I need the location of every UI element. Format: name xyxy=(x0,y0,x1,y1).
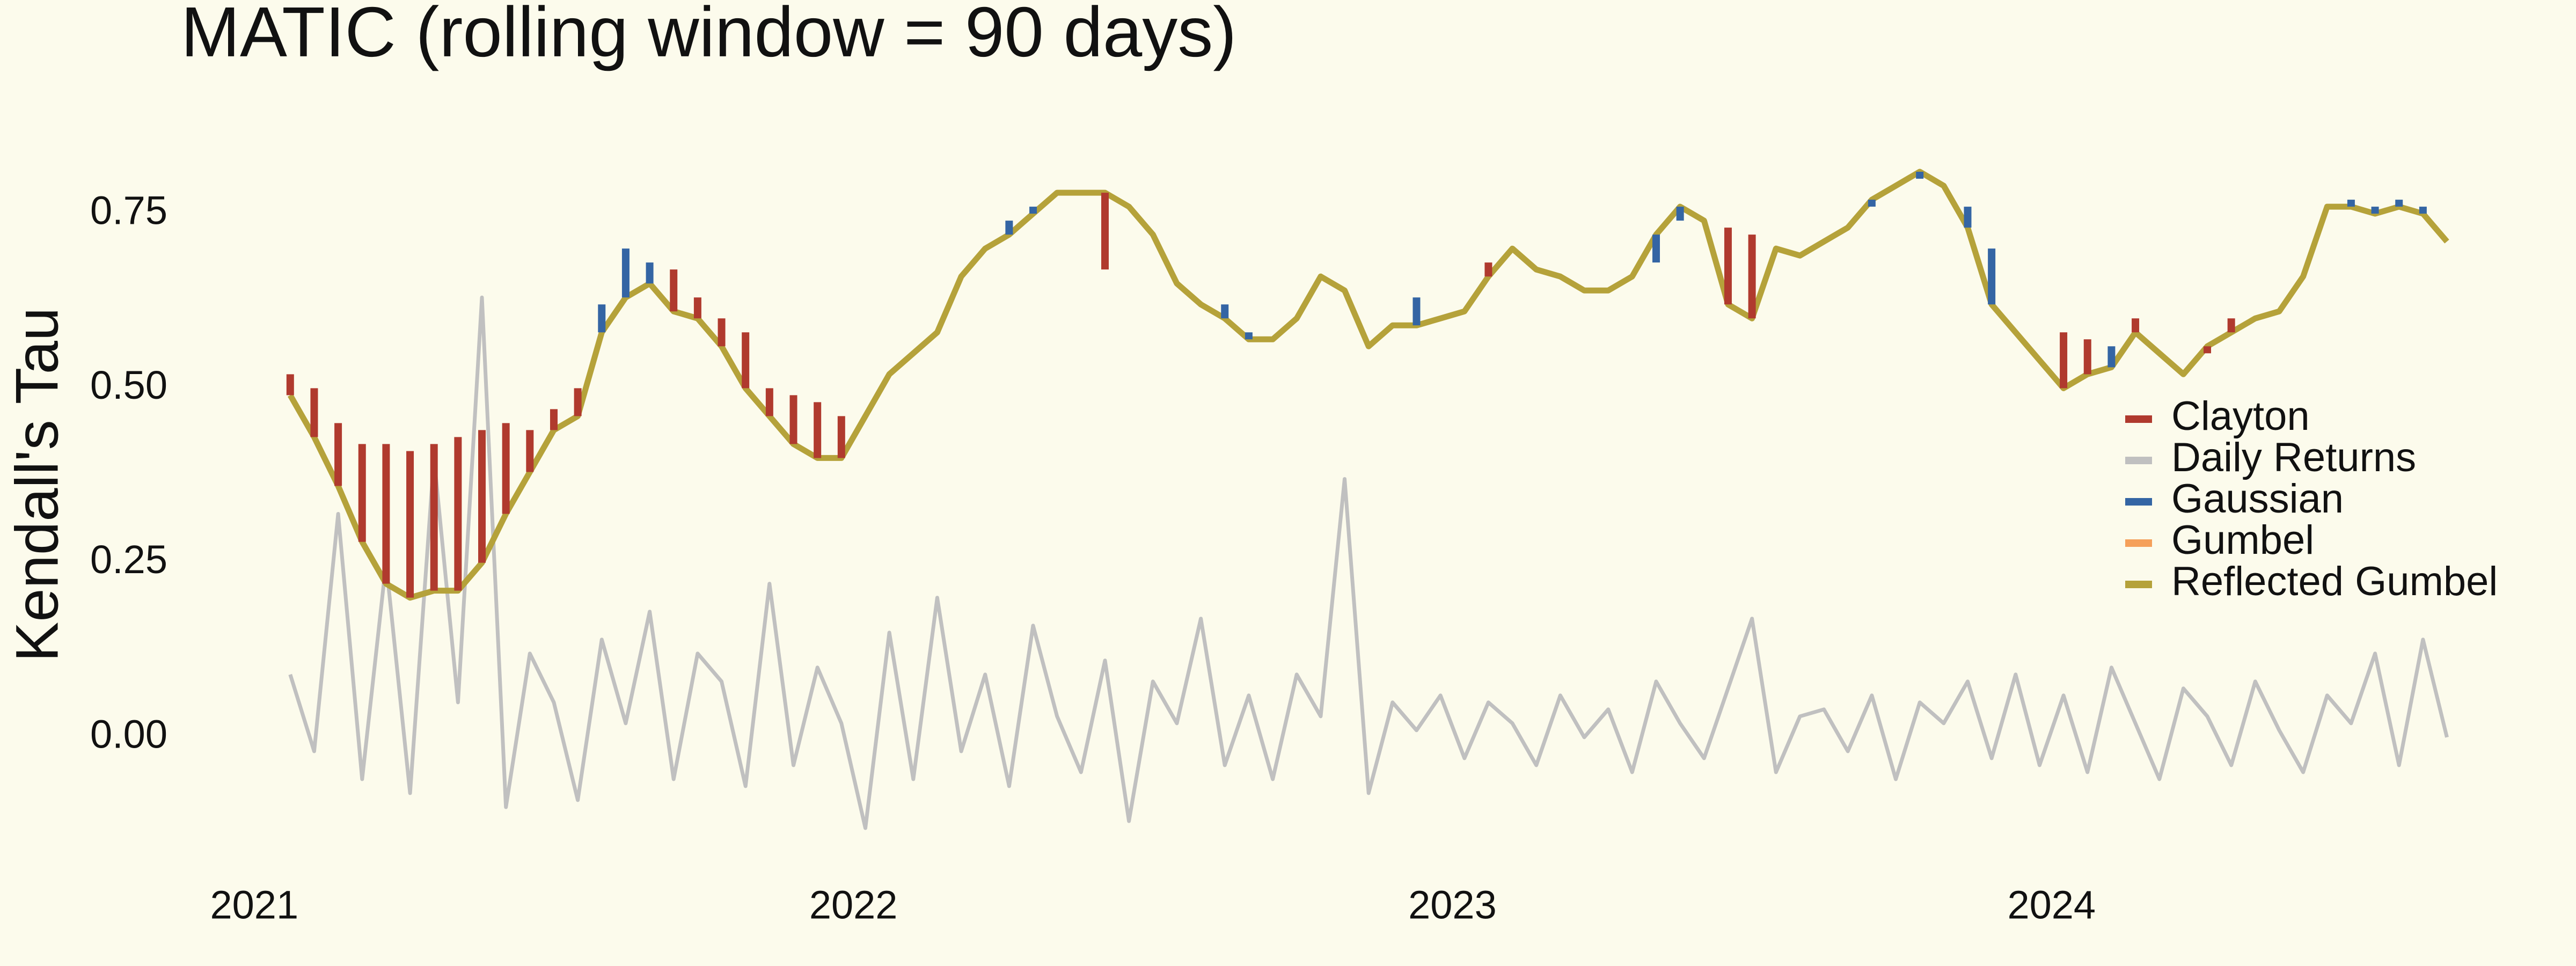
series-line xyxy=(288,295,2449,830)
legend-label: Reflected Gumbel xyxy=(2171,559,2498,604)
y-tick-label: 0.75 xyxy=(90,188,167,233)
x-tick-label: 2024 xyxy=(2007,883,2096,927)
legend-label: Daily Returns xyxy=(2171,435,2416,480)
legend-label: Clayton xyxy=(2171,393,2310,439)
x-tick-label: 2021 xyxy=(210,883,299,927)
chart-title: MATIC (rolling window = 90 days) xyxy=(181,0,1236,71)
x-tick-label: 2023 xyxy=(1408,883,1497,927)
legend-label: Gumbel xyxy=(2171,517,2314,563)
y-tick-label: 0.50 xyxy=(90,363,167,407)
y-tick-label: 0.00 xyxy=(90,712,167,756)
series-line xyxy=(288,169,2449,601)
legend-label: Gaussian xyxy=(2171,476,2344,522)
x-tick-label: 2022 xyxy=(809,883,898,927)
y-axis-label: Kendall's Tau xyxy=(4,308,71,662)
y-tick-label: 0.25 xyxy=(90,537,167,582)
